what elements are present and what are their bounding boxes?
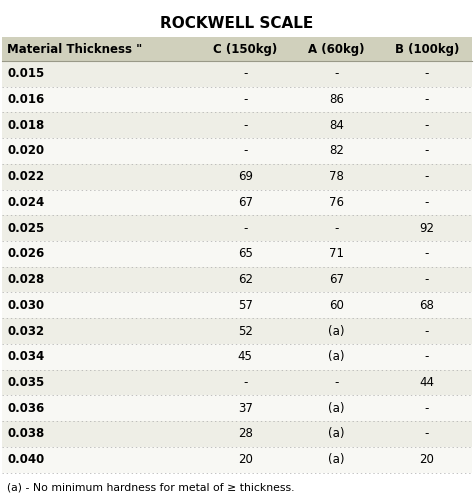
Text: -: -	[243, 119, 247, 132]
Text: -: -	[243, 144, 247, 157]
Text: ROCKWELL SCALE: ROCKWELL SCALE	[160, 16, 314, 31]
Text: 0.015: 0.015	[7, 67, 45, 80]
FancyBboxPatch shape	[2, 138, 472, 164]
Text: -: -	[425, 144, 429, 157]
Text: -: -	[335, 376, 339, 389]
Text: 20: 20	[238, 453, 253, 466]
Text: 52: 52	[238, 324, 253, 337]
Text: 67: 67	[329, 273, 344, 286]
Text: -: -	[425, 402, 429, 415]
Text: 71: 71	[329, 248, 344, 260]
Text: 57: 57	[238, 299, 253, 312]
Text: -: -	[425, 273, 429, 286]
Text: 84: 84	[329, 119, 344, 132]
Text: -: -	[243, 222, 247, 235]
FancyBboxPatch shape	[2, 37, 472, 61]
FancyBboxPatch shape	[2, 447, 472, 473]
Text: -: -	[425, 350, 429, 363]
Text: 0.036: 0.036	[7, 402, 45, 415]
Text: -: -	[335, 67, 339, 80]
Text: -: -	[425, 248, 429, 260]
Text: (a): (a)	[328, 350, 345, 363]
Text: 0.032: 0.032	[7, 324, 44, 337]
Text: 0.026: 0.026	[7, 248, 45, 260]
Text: 0.028: 0.028	[7, 273, 45, 286]
Text: 76: 76	[329, 196, 344, 209]
FancyBboxPatch shape	[2, 266, 472, 292]
Text: -: -	[425, 119, 429, 132]
Text: A (60kg): A (60kg)	[309, 42, 365, 56]
Text: 0.016: 0.016	[7, 93, 45, 106]
Text: -: -	[243, 67, 247, 80]
Text: 82: 82	[329, 144, 344, 157]
Text: 37: 37	[238, 402, 253, 415]
FancyBboxPatch shape	[2, 164, 472, 190]
Text: 45: 45	[238, 350, 253, 363]
FancyBboxPatch shape	[2, 87, 472, 112]
Text: -: -	[425, 170, 429, 183]
Text: (a): (a)	[328, 324, 345, 337]
Text: 78: 78	[329, 170, 344, 183]
Text: -: -	[425, 67, 429, 80]
Text: (a): (a)	[328, 428, 345, 441]
Text: 0.040: 0.040	[7, 453, 45, 466]
FancyBboxPatch shape	[2, 395, 472, 421]
Text: -: -	[425, 93, 429, 106]
Text: 0.020: 0.020	[7, 144, 44, 157]
Text: 0.018: 0.018	[7, 119, 45, 132]
Text: 0.025: 0.025	[7, 222, 45, 235]
FancyBboxPatch shape	[2, 61, 472, 87]
FancyBboxPatch shape	[2, 421, 472, 447]
Text: 44: 44	[419, 376, 435, 389]
Text: B (100kg): B (100kg)	[395, 42, 459, 56]
Text: C (150kg): C (150kg)	[213, 42, 277, 56]
Text: 0.022: 0.022	[7, 170, 44, 183]
FancyBboxPatch shape	[2, 190, 472, 215]
Text: (a) - No minimum hardness for metal of ≥ thickness.: (a) - No minimum hardness for metal of ≥…	[7, 482, 295, 492]
Text: -: -	[425, 428, 429, 441]
Text: 0.038: 0.038	[7, 428, 45, 441]
Text: -: -	[425, 196, 429, 209]
FancyBboxPatch shape	[2, 241, 472, 267]
Text: 67: 67	[238, 196, 253, 209]
FancyBboxPatch shape	[2, 318, 472, 344]
Text: 92: 92	[419, 222, 435, 235]
Text: 0.024: 0.024	[7, 196, 45, 209]
Text: 0.034: 0.034	[7, 350, 45, 363]
Text: 20: 20	[419, 453, 435, 466]
FancyBboxPatch shape	[2, 370, 472, 395]
Text: -: -	[243, 376, 247, 389]
Text: 69: 69	[238, 170, 253, 183]
Text: 0.030: 0.030	[7, 299, 44, 312]
Text: -: -	[243, 93, 247, 106]
Text: -: -	[335, 222, 339, 235]
Text: 86: 86	[329, 93, 344, 106]
Text: (a): (a)	[328, 402, 345, 415]
FancyBboxPatch shape	[2, 292, 472, 318]
Text: 62: 62	[238, 273, 253, 286]
Text: 28: 28	[238, 428, 253, 441]
FancyBboxPatch shape	[2, 215, 472, 241]
Text: 0.035: 0.035	[7, 376, 45, 389]
FancyBboxPatch shape	[2, 344, 472, 370]
Text: -: -	[425, 324, 429, 337]
Text: (a): (a)	[328, 453, 345, 466]
Text: Material Thickness ": Material Thickness "	[7, 42, 142, 56]
Text: 65: 65	[238, 248, 253, 260]
Text: 68: 68	[419, 299, 435, 312]
FancyBboxPatch shape	[2, 112, 472, 138]
Text: 60: 60	[329, 299, 344, 312]
